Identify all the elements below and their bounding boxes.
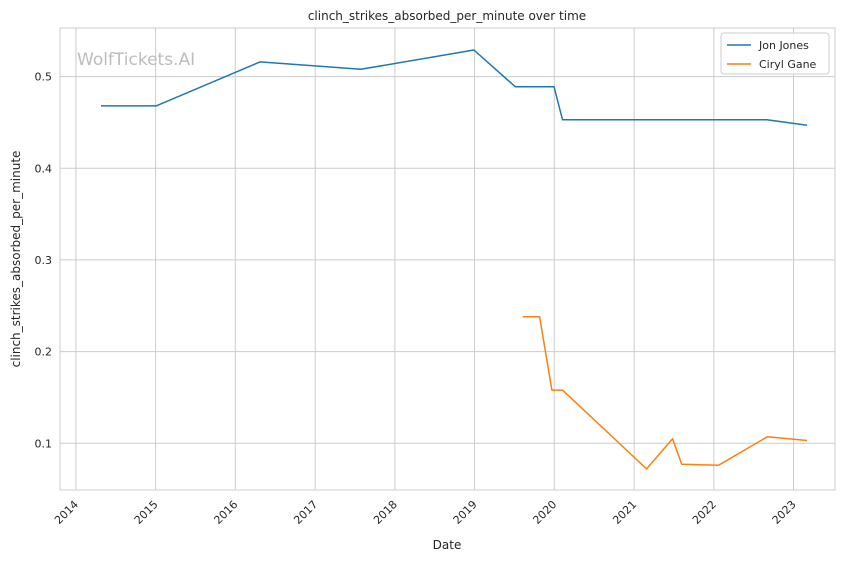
x-axis-title: Date bbox=[433, 538, 462, 552]
tick-labels: 2014 2015 2016 2017 2018 2019 2020 2021 2022 2023… bbox=[35, 71, 799, 527]
legend-label-ciryl-gane: Ciryl Gane bbox=[759, 58, 817, 71]
y-tick-label: 0.5 bbox=[35, 71, 53, 84]
y-tick-label: 0.1 bbox=[35, 437, 53, 450]
legend: Jon Jones Ciryl Gane bbox=[720, 32, 830, 75]
plot-frame bbox=[59, 27, 836, 491]
watermark-text: WolfTickets.AI bbox=[77, 50, 195, 70]
series-line-ciryl-gane bbox=[522, 316, 808, 470]
grid bbox=[60, 28, 835, 490]
y-tick-label: 0.2 bbox=[35, 346, 53, 359]
y-tick-label: 0.3 bbox=[35, 254, 53, 267]
chart-title: clinch_strikes_absorbed_per_minute over … bbox=[308, 9, 586, 23]
y-axis-title: clinch_strikes_absorbed_per_minute bbox=[9, 151, 23, 368]
series-line-jon-jones bbox=[101, 49, 808, 126]
y-tick-label: 0.4 bbox=[35, 162, 53, 175]
series-lines bbox=[101, 49, 808, 470]
legend-label-jon-jones: Jon Jones bbox=[758, 39, 809, 52]
